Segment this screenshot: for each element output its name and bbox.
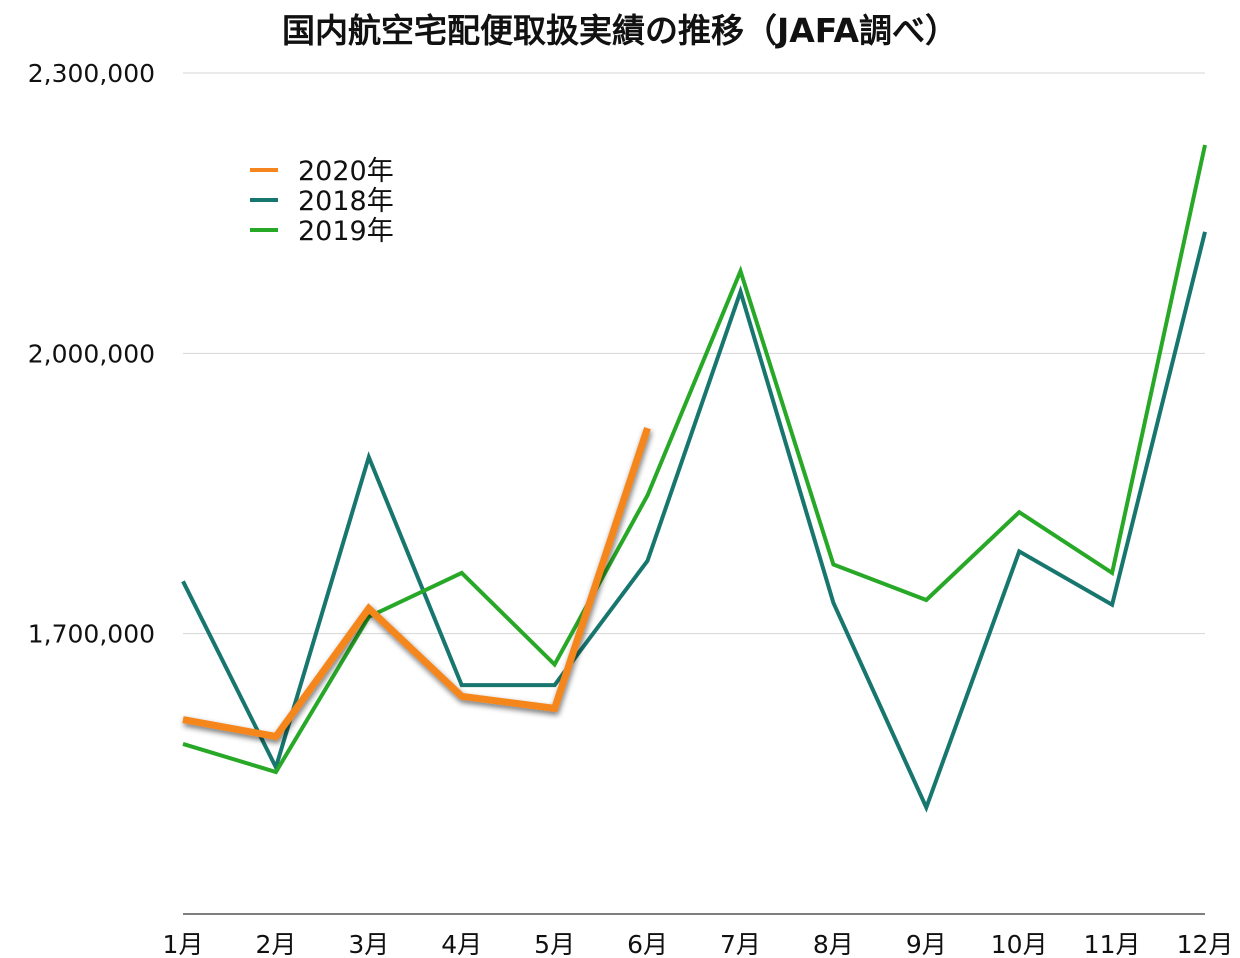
chart-title: 国内航空宅配便取扱実績の推移（JAFA調べ）: [281, 11, 959, 50]
legend-label: 2019年: [298, 216, 394, 247]
x-tick-label: 11月: [1084, 930, 1141, 958]
x-tick-label: 7月: [720, 930, 761, 958]
x-tick-label: 9月: [906, 930, 947, 958]
x-tick-label: 2月: [255, 930, 296, 958]
y-tick-label: 2,000,000: [28, 339, 155, 368]
x-tick-label: 12月: [1177, 930, 1234, 958]
x-tick-label: 4月: [441, 930, 482, 958]
x-tick-label: 8月: [813, 930, 854, 958]
legend-label: 2020年: [298, 156, 394, 187]
x-tick-label: 10月: [991, 930, 1048, 958]
legend-label: 2018年: [298, 186, 394, 217]
axes: 1,700,000 2,000,000 2,300,000 1月 2月 3月 4月 5月 6月 7…: [28, 59, 1234, 958]
x-tick-label: 3月: [348, 930, 389, 958]
x-tick-label: 5月: [534, 930, 575, 958]
series-lines: [181, 144, 1207, 813]
series-line-2020年: [182, 426, 651, 741]
series-line-2018年: [181, 231, 1207, 813]
y-tick-label: 1,700,000: [28, 620, 155, 649]
x-tick-label: 1月: [163, 930, 204, 958]
x-tick-label: 6月: [627, 930, 668, 958]
series-line-2019年: [182, 144, 1207, 775]
y-tick-label: 2,300,000: [28, 59, 155, 88]
